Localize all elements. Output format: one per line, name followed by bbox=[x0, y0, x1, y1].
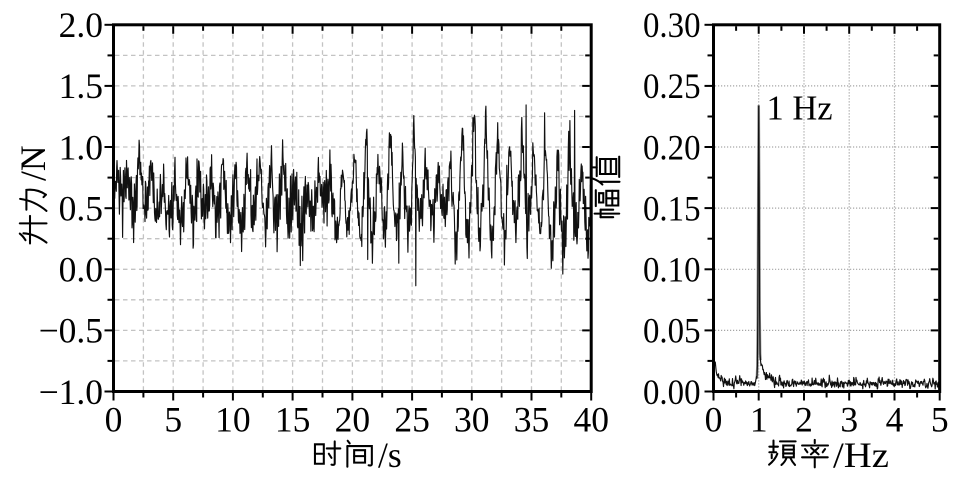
svg-text:3: 3 bbox=[840, 400, 858, 440]
svg-text:0.0: 0.0 bbox=[59, 250, 103, 290]
svg-text:0.00: 0.00 bbox=[643, 372, 701, 412]
svg-text:0: 0 bbox=[705, 400, 723, 440]
svg-text:30: 30 bbox=[454, 400, 490, 440]
svg-text:25: 25 bbox=[394, 400, 430, 440]
svg-text:0.15: 0.15 bbox=[643, 188, 701, 228]
svg-text:/Hz: /Hz bbox=[833, 435, 889, 475]
svg-text:1.0: 1.0 bbox=[59, 127, 103, 167]
svg-text:0.20: 0.20 bbox=[643, 127, 701, 167]
svg-text:15: 15 bbox=[275, 400, 311, 440]
svg-text:1: 1 bbox=[750, 400, 768, 440]
svg-text:10: 10 bbox=[215, 400, 251, 440]
svg-text:/s: /s bbox=[378, 435, 402, 475]
svg-text:4: 4 bbox=[886, 400, 904, 440]
svg-text:1 Hz: 1 Hz bbox=[767, 90, 833, 128]
svg-text:1.5: 1.5 bbox=[59, 66, 103, 106]
svg-text:−1.0: −1.0 bbox=[39, 372, 103, 412]
svg-text:20: 20 bbox=[335, 400, 371, 440]
svg-text:0.05: 0.05 bbox=[643, 311, 701, 351]
svg-text:0.30: 0.30 bbox=[643, 5, 701, 45]
svg-text:0.10: 0.10 bbox=[643, 250, 701, 290]
svg-text:2.0: 2.0 bbox=[59, 5, 103, 45]
svg-text:0: 0 bbox=[105, 400, 123, 440]
svg-text:40: 40 bbox=[573, 400, 609, 440]
svg-text:−0.5: −0.5 bbox=[39, 311, 103, 351]
svg-text:2: 2 bbox=[795, 400, 813, 440]
svg-text:/N: /N bbox=[13, 146, 53, 182]
svg-text:5: 5 bbox=[931, 400, 949, 440]
svg-text:0.5: 0.5 bbox=[59, 189, 103, 229]
svg-text:5: 5 bbox=[164, 400, 182, 440]
svg-text:0.25: 0.25 bbox=[643, 66, 701, 106]
svg-text:35: 35 bbox=[514, 400, 550, 440]
